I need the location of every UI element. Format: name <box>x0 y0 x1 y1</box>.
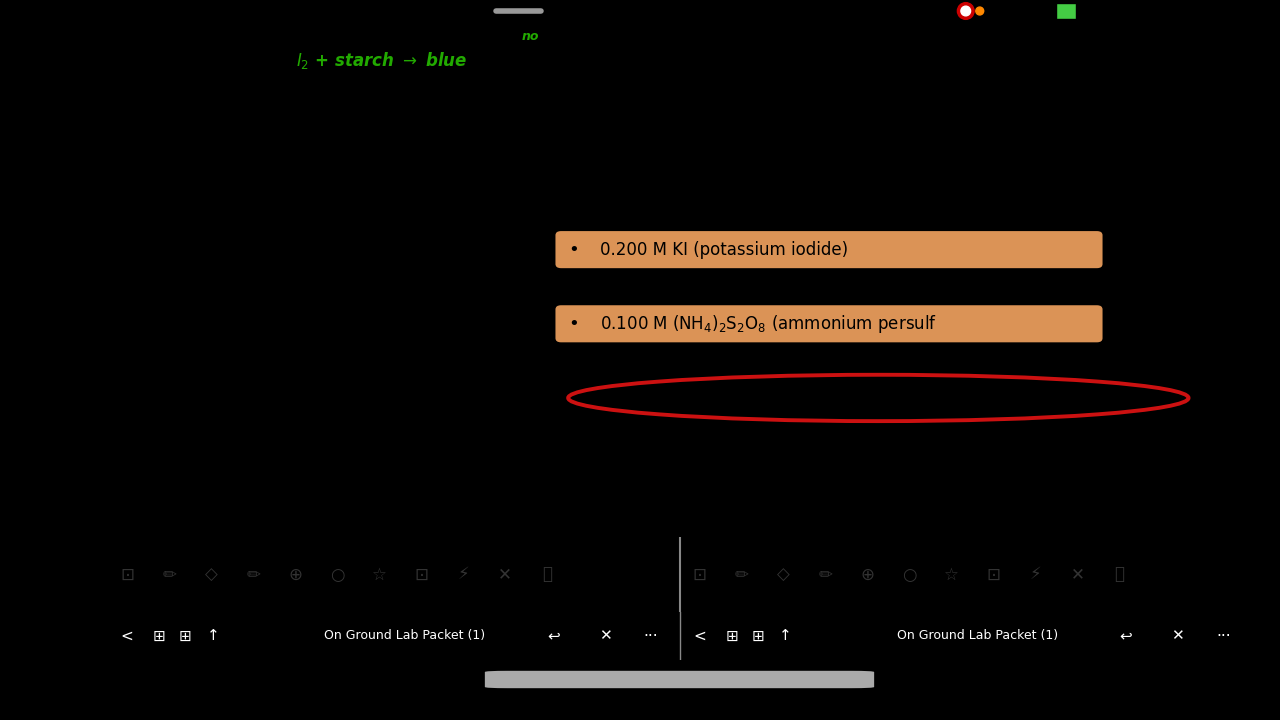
Text: 2: 2 <box>169 357 178 371</box>
Text: ⊡: ⊡ <box>120 565 134 583</box>
Text: ⊡: ⊡ <box>692 565 707 583</box>
Circle shape <box>975 7 984 15</box>
Text: 0.100 M (NH$_4$)$_2$S$_2$O$_8$ (ammonium persulf: 0.100 M (NH$_4$)$_2$S$_2$O$_8$ (ammonium… <box>600 312 937 335</box>
Text: Experiment: Experiment <box>140 273 207 286</box>
Text: ✕: ✕ <box>498 565 512 583</box>
Text: no: no <box>521 30 539 42</box>
Text: ✕: ✕ <box>1070 565 1084 583</box>
Text: ↩: ↩ <box>1120 629 1133 644</box>
Text: correct solution in the correct test tube - sev: correct solution in the correct test tub… <box>561 171 932 189</box>
Text: ✕: ✕ <box>599 629 612 644</box>
Text: ⊞: ⊞ <box>726 629 737 644</box>
Text: <: < <box>120 629 133 644</box>
Text: Get 2 clean and dry 50 mL beakers.  Label: Get 2 clean and dry 50 mL beakers. Label <box>561 480 914 498</box>
Circle shape <box>957 3 974 19</box>
Text: •: • <box>568 278 579 296</box>
Text: thiosulfate.  (1 point): thiosulfate. (1 point) <box>115 221 244 234</box>
Text: ✕: ✕ <box>1171 629 1184 644</box>
Text: $\mathit{I_2}$ + starch $\rightarrow$ blue: $\mathit{I_2}$ + starch $\rightarrow$ bl… <box>296 50 467 71</box>
Text: •: • <box>568 352 579 370</box>
Text: 6.   The general rate law for the reaction is $k[I^-]^x[S_2O_8^{2-}]^y$.  What: 6. The general rate law for the reaction… <box>115 448 521 468</box>
Bar <box>1056 4 1075 19</box>
Text: ◇: ◇ <box>205 565 218 583</box>
Text: ⚡: ⚡ <box>1029 565 1042 583</box>
Text: 〜: 〜 <box>1115 565 1125 583</box>
Text: •: • <box>568 389 579 407</box>
Text: zero.  This information can be used to determine the rate of rea: zero. This information can be used to de… <box>115 149 507 162</box>
Text: ☆: ☆ <box>371 565 387 583</box>
Text: solutions without risk of cross contamination: solutions without risk of cross contamin… <box>561 449 933 467</box>
Text: eparation:: eparation: <box>554 35 732 64</box>
Circle shape <box>961 6 970 16</box>
Text: ⊡: ⊡ <box>987 565 1001 583</box>
Text: ◇: ◇ <box>777 565 790 583</box>
Text: 0.200 M KI (potassium iodide): 0.200 M KI (potassium iodide) <box>600 240 849 258</box>
Text: ⊞: ⊞ <box>751 629 764 644</box>
Text: $\Delta$: $\Delta$ <box>488 273 498 286</box>
Text: 令: 令 <box>996 4 1004 17</box>
Text: Put a disposable plastic pipet into each test: Put a disposable plastic pipet into each… <box>561 420 924 438</box>
Text: 0.200 M KCl (potassium chloride): 0.200 M KCl (potassium chloride) <box>600 278 874 296</box>
Text: $[S_2O_3^{2-}]_{initial}$: $[S_2O_3^{2-}]_{initial}$ <box>256 270 325 289</box>
Text: $I_2 + 2\,S_2O_3^{2-}\rightarrow 2\,I^-+S_4O_6^{2-}$: $I_2 + 2\,S_2O_3^{2-}\rightarrow 2\,I^-+… <box>338 30 530 53</box>
Bar <box>1075 8 1079 14</box>
Text: ☆: ☆ <box>945 565 959 583</box>
Text: ⊡: ⊡ <box>413 565 428 583</box>
Text: Put the following into beaker A:: Put the following into beaker A: <box>561 581 822 599</box>
Text: 8:50 AM   Wed Sep 29: 8:50 AM Wed Sep 29 <box>115 4 244 17</box>
Text: 0.100 M (NH$_4$)$_2$SO$_4$ (ammonium sulfate): 0.100 M (NH$_4$)$_2$SO$_4$ (ammonium sul… <box>600 351 933 372</box>
Text: 0.005 M Na$_2$S$_2$O$_3$ (sodium thiosulfite): 0.005 M Na$_2$S$_2$O$_3$ (sodium thiosul… <box>600 387 910 408</box>
Text: ⚡: ⚡ <box>457 565 468 583</box>
Text: ···: ··· <box>644 629 658 644</box>
Text: ✏: ✏ <box>246 565 260 583</box>
FancyBboxPatch shape <box>556 305 1102 342</box>
Text: ↑: ↑ <box>206 629 219 644</box>
Text: ✏: ✏ <box>819 565 832 583</box>
FancyBboxPatch shape <box>556 231 1102 268</box>
Text: 3: 3 <box>169 399 178 413</box>
Text: <: < <box>694 629 705 644</box>
Text: When all the thiosulfate has been consumed by the secon: When all the thiosulfate has been consum… <box>115 76 472 89</box>
Text: 1: 1 <box>169 315 178 329</box>
Text: ○: ○ <box>330 565 344 583</box>
Text: •: • <box>568 315 579 333</box>
Text: ○: ○ <box>902 565 916 583</box>
Text: ⊕: ⊕ <box>288 565 302 583</box>
Text: reaction?  (2 points): reaction? (2 points) <box>146 476 270 489</box>
Text: Complete the following table of data and calculations for React: Complete the following table of data and… <box>115 173 503 186</box>
Text: $[S_2O_3^{2-}]_{final}$: $[S_2O_3^{2-}]_{final}$ <box>369 270 433 289</box>
Text: ⊞: ⊞ <box>152 629 165 644</box>
Text: ↩: ↩ <box>547 629 559 644</box>
Text: ↑: ↑ <box>780 629 792 644</box>
Text: On Ground Lab Packet (1): On Ground Lab Packet (1) <box>324 629 485 642</box>
Text: Dispense about 7 mL of each of the followin: Dispense about 7 mL of each of the follo… <box>561 111 927 129</box>
Text: appearance of color indicates the time it took for the thiosulfate: appearance of color indicates the time i… <box>115 125 511 138</box>
Text: On Ground Lab Packet (1): On Ground Lab Packet (1) <box>896 629 1057 642</box>
Text: ✏: ✏ <box>163 565 175 583</box>
Text: ⊞: ⊞ <box>179 629 192 644</box>
Text: 〜: 〜 <box>541 565 552 583</box>
Text: ⊕: ⊕ <box>860 565 874 583</box>
Text: Get 5 clean and dry test tubes and label the: Get 5 clean and dry test tubes and label… <box>561 81 928 99</box>
Text: measuring, you can get more solution if you: measuring, you can get more solution if … <box>561 141 929 159</box>
Text: ···: ··· <box>1216 629 1230 644</box>
Text: 100%: 100% <box>1018 6 1050 16</box>
FancyBboxPatch shape <box>485 671 874 688</box>
Text: instead reacts with the starch indicator to form a dark blue colo: instead reacts with the starch indicator… <box>115 100 508 113</box>
Text: periment 1:: periment 1: <box>554 522 737 550</box>
Text: ✏: ✏ <box>735 565 749 583</box>
Text: •: • <box>568 240 579 258</box>
Text: calculating the average rate, do not forget to include the stoich: calculating the average rate, do not for… <box>115 197 504 210</box>
Text: and formulas.: and formulas. <box>561 201 676 219</box>
